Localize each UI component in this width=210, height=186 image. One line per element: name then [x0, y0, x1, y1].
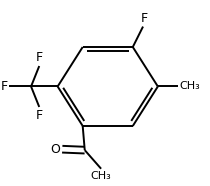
Text: CH₃: CH₃: [91, 171, 112, 181]
Text: F: F: [140, 12, 148, 25]
Text: F: F: [36, 109, 43, 122]
Text: CH₃: CH₃: [179, 81, 200, 92]
Text: F: F: [36, 51, 43, 64]
Text: F: F: [0, 80, 8, 93]
Text: O: O: [50, 143, 60, 156]
